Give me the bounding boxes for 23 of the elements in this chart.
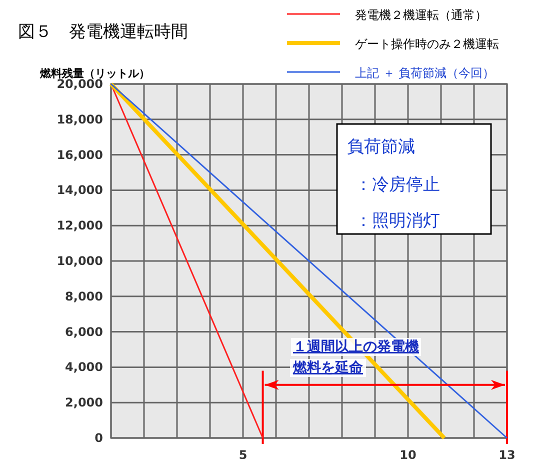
legend-label: ゲート操作時のみ２機運転: [355, 37, 499, 51]
y-tick-label: 4,000: [65, 360, 103, 374]
annotation: 負荷節減: [347, 137, 415, 157]
x-tick-label: 10: [400, 448, 416, 459]
annotation: 燃料を延命: [292, 360, 364, 376]
annotation: ：冷房停止: [355, 175, 440, 195]
y-tick-label: 6,000: [65, 324, 103, 339]
annotation: １週間以上の発電機: [293, 339, 419, 355]
x-tick-label: 13: [498, 448, 516, 459]
legend-label: 上記 ＋ 負荷節減（今回）: [355, 66, 495, 80]
y-tick-label: 2,000: [65, 396, 103, 410]
y-tick-label: 8,000: [65, 289, 103, 304]
y-tick-label: 12,000: [56, 218, 103, 233]
y-tick-label: 10,000: [56, 254, 103, 268]
annotation: ：照明消灯: [355, 211, 440, 231]
chart-title: 図５ 発電機運転時間: [18, 22, 188, 42]
y-tick-label: 14,000: [56, 183, 103, 198]
x-tick-label: 5: [238, 448, 248, 459]
y-axis-title: 燃料残量（リットル）: [39, 67, 150, 80]
y-tick-label: 18,000: [56, 112, 103, 126]
y-tick-label: 16,000: [56, 148, 103, 162]
legend-label: 発電機２機運転（通常）: [355, 8, 487, 22]
y-tick-label: 0: [94, 431, 103, 445]
